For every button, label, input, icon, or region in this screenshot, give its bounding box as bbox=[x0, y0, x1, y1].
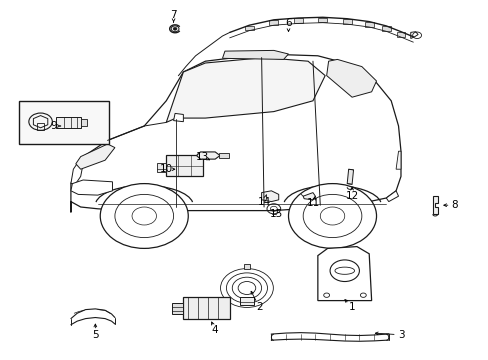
Polygon shape bbox=[293, 18, 302, 23]
Circle shape bbox=[100, 184, 188, 248]
Bar bbox=[243, 264, 250, 269]
Bar bbox=[157, 163, 166, 172]
Text: 8: 8 bbox=[450, 200, 457, 210]
Polygon shape bbox=[71, 54, 400, 212]
Polygon shape bbox=[395, 151, 400, 169]
Bar bbox=[81, 119, 86, 126]
Polygon shape bbox=[261, 191, 278, 202]
Text: 4: 4 bbox=[211, 325, 218, 336]
Text: 5: 5 bbox=[92, 330, 99, 340]
Polygon shape bbox=[222, 50, 288, 59]
Polygon shape bbox=[71, 180, 112, 195]
Text: 1: 1 bbox=[348, 302, 355, 312]
Polygon shape bbox=[244, 26, 253, 30]
Text: 3: 3 bbox=[397, 330, 404, 340]
Polygon shape bbox=[76, 144, 115, 169]
Text: 2: 2 bbox=[255, 302, 262, 312]
Polygon shape bbox=[71, 162, 83, 184]
Polygon shape bbox=[346, 169, 353, 184]
Polygon shape bbox=[196, 152, 220, 159]
Bar bbox=[56, 117, 81, 128]
Text: 11: 11 bbox=[305, 198, 319, 208]
Text: 12: 12 bbox=[345, 191, 358, 201]
Text: 14: 14 bbox=[257, 197, 270, 207]
Bar bbox=[37, 123, 44, 130]
Polygon shape bbox=[381, 26, 390, 31]
Polygon shape bbox=[303, 193, 315, 200]
Bar bbox=[166, 155, 203, 176]
Polygon shape bbox=[364, 22, 373, 27]
Circle shape bbox=[173, 27, 177, 30]
Polygon shape bbox=[317, 247, 371, 301]
Bar bbox=[183, 297, 229, 319]
Polygon shape bbox=[432, 196, 437, 214]
Polygon shape bbox=[326, 59, 376, 97]
Text: 10: 10 bbox=[160, 164, 172, 174]
Text: 15: 15 bbox=[269, 209, 283, 219]
Polygon shape bbox=[342, 19, 351, 24]
Polygon shape bbox=[396, 32, 405, 37]
Circle shape bbox=[288, 184, 376, 248]
Polygon shape bbox=[173, 113, 183, 122]
Polygon shape bbox=[318, 18, 326, 22]
Polygon shape bbox=[386, 191, 398, 202]
Text: 7: 7 bbox=[170, 10, 177, 20]
Polygon shape bbox=[166, 58, 325, 122]
Text: 9: 9 bbox=[50, 121, 57, 131]
Polygon shape bbox=[410, 32, 417, 39]
Text: 6: 6 bbox=[285, 18, 291, 28]
Polygon shape bbox=[269, 20, 278, 25]
Bar bbox=[172, 303, 183, 314]
Bar bbox=[219, 153, 228, 158]
Text: 13: 13 bbox=[196, 152, 209, 162]
Bar bbox=[19, 101, 109, 144]
Bar bbox=[239, 297, 254, 305]
